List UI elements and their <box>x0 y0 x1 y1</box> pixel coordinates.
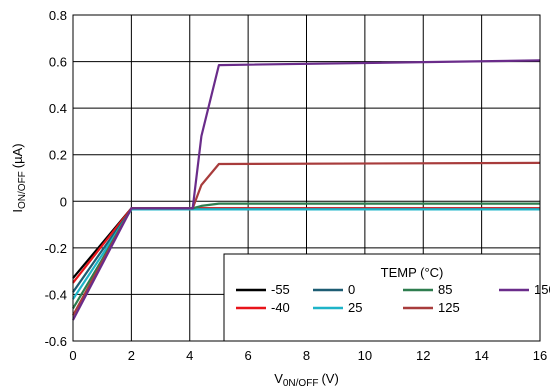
y-tick-label: 0.2 <box>49 148 67 163</box>
x-tick-label: 14 <box>474 348 488 363</box>
x-tick-label: 12 <box>416 348 430 363</box>
legend-title: TEMP (°C) <box>381 265 444 280</box>
x-tick-label: 0 <box>69 348 76 363</box>
y-tick-label: 0 <box>60 194 67 209</box>
x-tick-label: 16 <box>533 348 547 363</box>
series-line-150 <box>72 59 541 321</box>
legend-items: -55 -40 0 25 85 125 150 <box>236 282 550 315</box>
x-axis-label-main: V <box>274 371 283 386</box>
legend-label-125: 125 <box>438 300 460 315</box>
legend-label-0: 0 <box>348 282 355 297</box>
y-tick-label: 0.8 <box>49 8 67 23</box>
y-axis-label-sub: ON/OFF <box>17 171 28 209</box>
legend-label--40: -40 <box>271 300 290 315</box>
y-axis-label-main: I <box>10 209 25 213</box>
legend-box <box>223 253 541 342</box>
x-axis-label-unit: (V) <box>321 371 338 386</box>
y-tick-label: -0.6 <box>45 334 67 349</box>
x-tick-label: 4 <box>186 348 193 363</box>
y-tick-label: -0.4 <box>45 287 67 302</box>
x-tick-label: 8 <box>303 348 310 363</box>
legend-label-150: 150 <box>534 282 550 297</box>
legend: TEMP (°C) -55 -40 0 25 85 125 150 <box>223 253 550 342</box>
x-tick-label: 10 <box>358 348 372 363</box>
series-layer <box>72 59 541 321</box>
legend-label-85: 85 <box>438 282 452 297</box>
x-axis-label-sub: 0N/OFF <box>283 378 319 389</box>
y-tick-label: -0.2 <box>45 241 67 256</box>
y-tick-label: 0.6 <box>49 55 67 70</box>
x-tick-labels: 0 2 4 6 8 10 12 14 16 <box>69 348 547 363</box>
y-axis-label: ION/OFF (µA) <box>10 143 28 212</box>
x-axis-label: V0N/OFF (V) <box>274 371 339 389</box>
x-tick-label: 2 <box>128 348 135 363</box>
legend-label-25: 25 <box>348 300 362 315</box>
legend-label--55: -55 <box>271 282 290 297</box>
y-axis-label-unit: (µA) <box>10 143 25 168</box>
x-tick-label: 6 <box>245 348 252 363</box>
y-tick-label: 0.4 <box>49 101 67 116</box>
y-tick-labels: -0.6 -0.4 -0.2 0 0.2 0.4 0.6 0.8 <box>45 8 67 349</box>
